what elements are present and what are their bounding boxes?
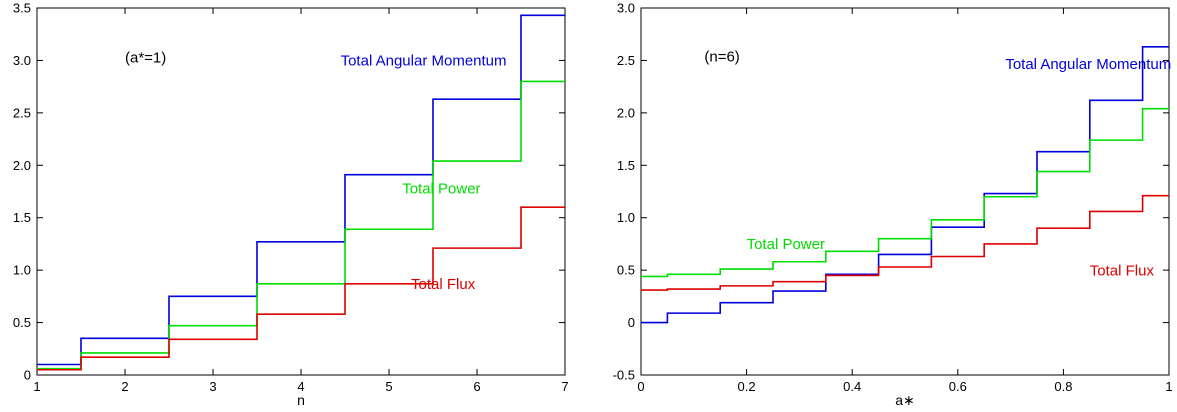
series-label-total-angular-momentum: Total Angular Momentum bbox=[341, 53, 507, 70]
y-tick-label: 1.5 bbox=[617, 158, 635, 173]
x-tick-label: 3 bbox=[209, 379, 216, 394]
y-tick-label: 0 bbox=[24, 368, 31, 383]
series-line-total-flux bbox=[641, 194, 1169, 291]
x-tick-label: 1 bbox=[33, 379, 40, 394]
y-tick-label: 3.5 bbox=[13, 1, 31, 16]
y-tick-label: 1.0 bbox=[617, 210, 635, 225]
chart-annotation: (a*=1) bbox=[125, 50, 166, 67]
x-tick-label: 0.4 bbox=[843, 379, 861, 394]
series-label-total-power: Total Power bbox=[747, 236, 825, 253]
series-line-total-angular-momentum bbox=[37, 14, 565, 366]
x-tick-label: 1 bbox=[1165, 379, 1172, 394]
y-tick-label: 2.5 bbox=[13, 105, 31, 120]
y-tick-label: 3.0 bbox=[617, 1, 635, 16]
y-tick-label: 0 bbox=[628, 315, 635, 330]
plot-frame bbox=[640, 7, 1170, 376]
x-tick-label: 5 bbox=[385, 379, 392, 394]
y-tick-label: 2.5 bbox=[617, 53, 635, 68]
x-tick-label: 4 bbox=[297, 379, 304, 394]
chart-right: 0 0.2 0.4 0.6 0.8 1-0.500.51.01.52.02.53.0a∗T… bbox=[613, 1, 1173, 409]
x-axis-label: a∗ bbox=[895, 392, 915, 408]
x-tick-label: 0.2 bbox=[738, 379, 756, 394]
x-tick-label: 0.8 bbox=[1054, 379, 1072, 394]
x-tick-label: 2 bbox=[121, 379, 128, 394]
y-tick-label: 0.5 bbox=[13, 315, 31, 330]
series-line-total-power bbox=[37, 80, 565, 370]
x-tick-label: 0.6 bbox=[949, 379, 967, 394]
series-label-total-angular-momentum: Total Angular Momentum bbox=[1005, 56, 1171, 73]
chart-annotation: (n=6) bbox=[704, 48, 739, 65]
series-line-total-angular-momentum bbox=[641, 46, 1169, 324]
x-axis-label: n bbox=[297, 392, 305, 408]
series-line-total-power bbox=[641, 107, 1169, 278]
y-tick-label: 2.0 bbox=[617, 105, 635, 120]
y-tick-label: 1.5 bbox=[13, 210, 31, 225]
series-label-total-power: Total Power bbox=[402, 181, 480, 198]
y-tick-label: 1.0 bbox=[13, 263, 31, 278]
series-line-total-flux bbox=[37, 206, 565, 371]
y-tick-label: 3.0 bbox=[13, 53, 31, 68]
x-tick-label: 0 bbox=[637, 379, 644, 394]
y-tick-label: -0.5 bbox=[613, 368, 635, 383]
y-tick-label: 2.0 bbox=[13, 158, 31, 173]
x-tick-label: 7 bbox=[561, 379, 568, 394]
chart-left: 1 2 3 4 5 6 7 0 0.5 1.0 1.5 2.0 2.5 3.0 3.5 n Total Angu… bbox=[13, 1, 569, 409]
series-label-total-flux: Total Flux bbox=[411, 276, 476, 293]
y-tick-label: 0.5 bbox=[617, 263, 635, 278]
series-label-total-flux: Total Flux bbox=[1090, 262, 1155, 279]
x-tick-label: 6 bbox=[473, 379, 480, 394]
